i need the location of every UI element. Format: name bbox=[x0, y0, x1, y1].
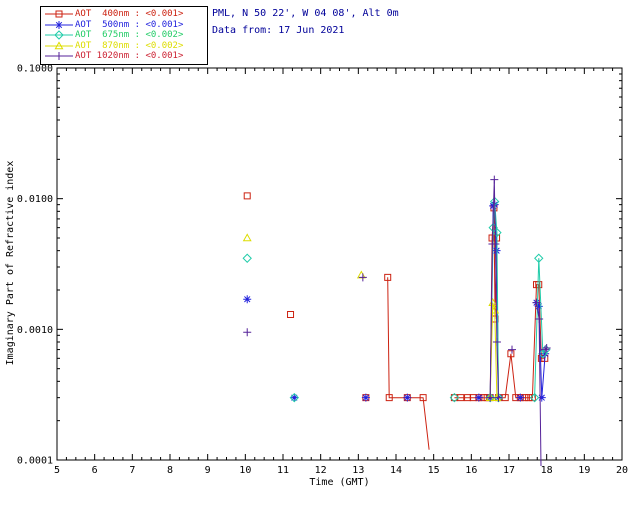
square-marker-icon bbox=[45, 10, 73, 18]
svg-text:0.0001: 0.0001 bbox=[17, 456, 53, 467]
legend-box: AOT 400nm : <0.001> AOT 500nm : <0.001> AO… bbox=[40, 6, 208, 65]
svg-text:5: 5 bbox=[54, 465, 60, 476]
svg-text:19: 19 bbox=[578, 465, 590, 476]
x-axis-title: Time (GMT) bbox=[309, 477, 370, 488]
svg-text:7: 7 bbox=[129, 465, 135, 476]
legend-label: AOT 675nm : <0.002> bbox=[75, 30, 184, 40]
site-location-text: PML, N 50 22', W 04 08', Alt 0m bbox=[212, 8, 399, 19]
svg-text:9: 9 bbox=[205, 465, 211, 476]
svg-text:0.0100: 0.0100 bbox=[17, 194, 53, 205]
series-aot-500nm bbox=[243, 200, 550, 402]
svg-text:14: 14 bbox=[390, 465, 402, 476]
series-aot-675nm bbox=[242, 196, 551, 403]
data-date-text: Data from: 17 Jun 2021 bbox=[212, 25, 345, 36]
asterisk-marker-icon bbox=[45, 20, 73, 29]
triangle-marker-icon bbox=[45, 41, 73, 50]
svg-text:0.1000: 0.1000 bbox=[17, 64, 53, 75]
svg-text:11: 11 bbox=[277, 465, 289, 476]
svg-text:13: 13 bbox=[352, 465, 364, 476]
series-aot-1020nm bbox=[243, 175, 551, 467]
legend-item-aot-870nm: AOT 870nm : <0.002> bbox=[43, 41, 207, 52]
axis-ticks bbox=[56, 67, 623, 461]
diamond-marker-icon bbox=[45, 30, 73, 40]
svg-text:12: 12 bbox=[315, 465, 327, 476]
svg-text:15: 15 bbox=[428, 465, 440, 476]
legend-label: AOT 500nm : <0.001> bbox=[75, 19, 184, 30]
svg-text:16: 16 bbox=[465, 465, 477, 476]
svg-text:18: 18 bbox=[541, 465, 553, 476]
plus-marker-icon bbox=[45, 52, 73, 61]
y-axis-title: Imaginary Part of Refractive index bbox=[5, 160, 16, 366]
plot-frame bbox=[56, 67, 623, 461]
legend-item-aot-500nm: AOT 500nm : <0.001> bbox=[43, 20, 207, 31]
series-aot-870nm bbox=[242, 233, 502, 401]
svg-text:6: 6 bbox=[92, 465, 98, 476]
legend-label: AOT 1020nm : <0.001> bbox=[75, 51, 184, 61]
svg-text:8: 8 bbox=[167, 465, 173, 476]
legend-item-aot-675nm: AOT 675nm : <0.002> bbox=[43, 30, 207, 41]
svg-text:10: 10 bbox=[239, 465, 251, 476]
legend-label: AOT 400nm : <0.001> bbox=[75, 9, 184, 19]
legend-label: AOT 870nm : <0.002> bbox=[75, 40, 184, 51]
svg-text:0.0010: 0.0010 bbox=[17, 325, 53, 336]
legend-item-aot-400nm: AOT 400nm : <0.001> bbox=[43, 9, 207, 20]
axis-tick-labels: 5 6 7 8 9 10 11 12 13 14 15 16 17 18 19 20 0.0001 0.0010 0… bbox=[17, 64, 628, 477]
svg-text:17: 17 bbox=[503, 465, 515, 476]
series-aot-400nm bbox=[243, 192, 549, 450]
svg-text:20: 20 bbox=[616, 465, 628, 476]
legend-item-aot-1020nm: AOT 1020nm : <0.001> bbox=[43, 51, 207, 62]
